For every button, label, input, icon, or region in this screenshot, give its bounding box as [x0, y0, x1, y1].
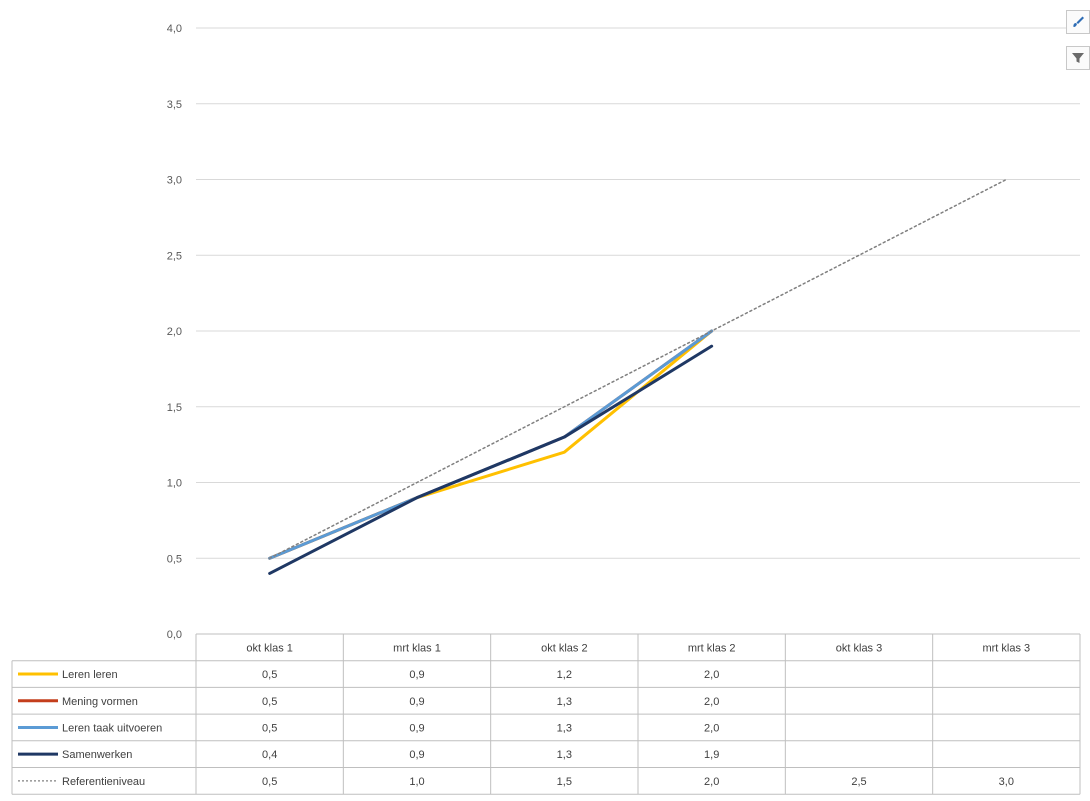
data-table: okt klas 1 mrt klas 1 okt klas 2 mrt klas 2… [11, 633, 1081, 795]
brush-icon [1073, 16, 1084, 28]
series-line-referentieniveau [268, 178, 1008, 559]
y-tick-label: 0,5 [167, 553, 182, 565]
chart-filters-button[interactable] [1066, 46, 1090, 70]
x-category-label: mrt klas 2 [688, 642, 736, 654]
legend-label: Samenwerken [62, 749, 132, 761]
y-tick-label: 4,0 [167, 23, 182, 35]
legend-label: Mening vormen [62, 696, 138, 708]
x-category-label: mrt klas 1 [393, 642, 441, 654]
y-tick-label: 1,0 [167, 478, 182, 490]
data-cell: 0,9 [409, 722, 424, 734]
legend-label: Referentieniveau [62, 776, 145, 788]
y-tick-label: 1,5 [167, 402, 182, 414]
data-cell: 2,0 [704, 669, 719, 681]
filter-icon [1072, 53, 1084, 63]
x-category-label: okt klas 2 [541, 642, 587, 654]
data-cell: 1,2 [557, 669, 572, 681]
y-tick-label: 2,5 [167, 250, 182, 262]
data-cell: 2,5 [851, 776, 866, 788]
x-category-label: okt klas 3 [836, 642, 882, 654]
gridlines [196, 27, 1080, 635]
y-tick-label: 3,5 [167, 99, 182, 111]
y-tick-label: 3,0 [167, 175, 182, 187]
data-cell: 1,3 [557, 722, 572, 734]
data-cell: 0,5 [262, 669, 277, 681]
data-cell: 1,3 [557, 696, 572, 708]
data-cell: 1,3 [557, 749, 572, 761]
data-cell: 1,0 [409, 776, 424, 788]
legend-label: Leren taak uitvoeren [62, 722, 162, 734]
data-cell: 0,9 [409, 696, 424, 708]
data-cell: 0,9 [409, 669, 424, 681]
data-cell: 2,0 [704, 696, 719, 708]
chart-styles-button[interactable] [1066, 10, 1090, 34]
data-cell: 2,0 [704, 722, 719, 734]
x-category-label: mrt klas 3 [982, 642, 1030, 654]
data-cell: 0,5 [262, 696, 277, 708]
data-cell: 1,9 [704, 749, 719, 761]
series-lines [268, 178, 1008, 575]
x-category-label: okt klas 1 [246, 642, 292, 654]
y-tick-label: 2,0 [167, 326, 182, 338]
legend-label: Leren leren [62, 669, 118, 681]
y-tick-label: 0,0 [167, 629, 182, 641]
series-line-samenwerken [268, 344, 714, 575]
data-cell: 0,5 [262, 722, 277, 734]
data-cell: 0,4 [262, 749, 277, 761]
y-axis: 0,0 0,5 1,0 1,5 2,0 2,5 3,0 3,5 4,0 [167, 23, 182, 641]
data-cell: 0,5 [262, 776, 277, 788]
data-cell: 2,0 [704, 776, 719, 788]
data-cell: 1,5 [557, 776, 572, 788]
data-cell: 3,0 [999, 776, 1014, 788]
data-cell: 0,9 [409, 749, 424, 761]
